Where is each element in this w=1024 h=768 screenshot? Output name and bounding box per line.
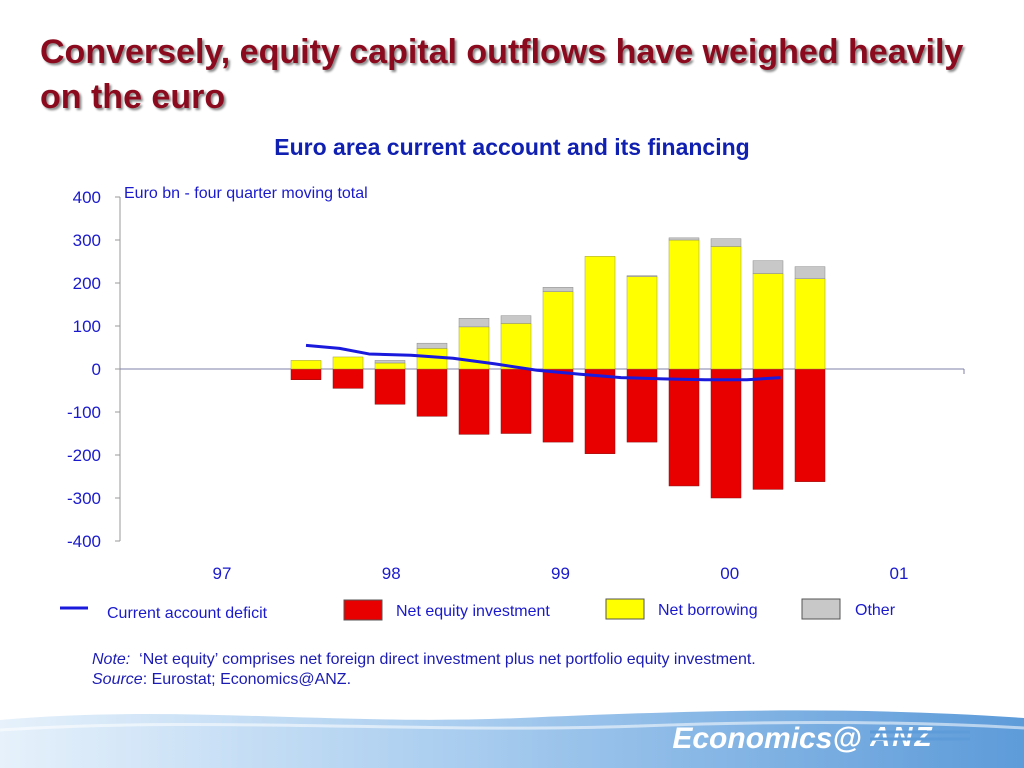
legend-swatch: [801, 598, 841, 620]
y-tick-label: 200: [73, 274, 101, 293]
bar-net-borrowing: [500, 323, 532, 370]
source-line: Source: Eurostat; Economics@ANZ.: [92, 670, 756, 690]
source-text: : Eurostat; Economics@ANZ.: [142, 671, 352, 688]
y-tick-label: -100: [67, 403, 101, 422]
y-tick-label: -200: [67, 446, 101, 465]
bar-net-borrowing: [794, 278, 826, 370]
legend-label: Net equity investment: [396, 603, 550, 620]
bars: [290, 237, 826, 499]
legend-label: Net borrowing: [658, 602, 758, 619]
chart-title: Euro area current account and its financ…: [274, 134, 750, 160]
note-text: ‘Net equity’ comprises net foreign direc…: [130, 651, 756, 668]
bar-other: [668, 237, 700, 241]
bar-net-equity-investment: [416, 368, 448, 417]
bar-other: [752, 260, 784, 274]
bar-net-borrowing: [332, 356, 364, 370]
bar-net-equity-investment: [752, 368, 784, 490]
bar-net-equity-investment: [332, 368, 364, 389]
bar-other: [458, 318, 490, 328]
brand-name: Economics@: [672, 722, 862, 755]
bar-other: [626, 275, 658, 277]
x-tick-label: 98: [382, 564, 401, 583]
line-current-account-deficit: [305, 343, 781, 382]
bar-net-borrowing: [626, 276, 658, 370]
note-label: Note:: [92, 651, 131, 668]
y-tick-label: -400: [67, 532, 101, 551]
bar-other: [416, 342, 448, 349]
footer-banner: [0, 710, 1024, 768]
banner-highlight: [0, 720, 1024, 732]
legend-item-net-borrowing: Net borrowing: [605, 598, 758, 620]
y-tick-label: 100: [73, 317, 101, 336]
y-tick-label: -300: [67, 489, 101, 508]
y-tick-label: 400: [73, 188, 101, 207]
svg-text:ANZ: ANZ: [870, 724, 934, 750]
legend: Current account deficit Net equity invest…: [60, 598, 896, 622]
bar-net-borrowing: [584, 256, 616, 370]
x-tick-label: 00: [720, 564, 739, 583]
axes: 400 300 200 100 0 -100 -200 -300 -400 97 98 99 00 01: [67, 188, 965, 583]
bar-net-borrowing: [668, 239, 700, 370]
bar-net-equity-investment: [626, 368, 658, 443]
legend-item-other: Other: [801, 598, 896, 620]
legend-item-current-account-deficit: Current account deficit: [60, 605, 268, 622]
bar-net-borrowing: [374, 362, 406, 370]
bar-other: [710, 238, 742, 247]
note-block: Note: ‘Net equity’ comprises net foreign…: [92, 650, 756, 690]
legend-label: Other: [855, 602, 896, 619]
chart: Euro bn - four quarter moving total 400 3…: [60, 185, 965, 622]
bar-net-equity-investment: [374, 368, 406, 405]
x-tick-label: 01: [890, 564, 909, 583]
bar-net-borrowing: [752, 273, 784, 370]
bar-other: [542, 287, 574, 292]
anz-logo: ANZ: [869, 721, 970, 752]
legend-item-net-equity-investment: Net equity investment: [343, 599, 550, 621]
bar-net-equity-investment: [290, 368, 322, 380]
y-axis-unit-label: Euro bn - four quarter moving total: [124, 185, 368, 202]
bar-net-equity-investment: [584, 368, 616, 454]
line-layer: [305, 343, 781, 382]
x-tick-label: 99: [551, 564, 570, 583]
legend-label: Current account deficit: [107, 605, 268, 622]
note-line: Note: ‘Net equity’ comprises net foreign…: [92, 650, 756, 670]
bar-net-borrowing: [290, 360, 322, 370]
legend-swatch: [605, 598, 645, 620]
brand-logo: Economics@ ANZ: [672, 721, 974, 756]
y-tick-label: 300: [73, 231, 101, 250]
bar-net-equity-investment: [710, 368, 742, 499]
bar-other: [500, 315, 532, 324]
bar-net-borrowing: [710, 246, 742, 370]
bar-net-equity-investment: [500, 368, 532, 434]
bar-net-equity-investment: [668, 368, 700, 487]
x-tick-label: 97: [213, 564, 232, 583]
bar-other: [794, 266, 826, 279]
bar-other: [374, 360, 406, 364]
bar-net-equity-investment: [542, 368, 574, 443]
legend-swatch: [343, 599, 383, 621]
y-tick-label: 0: [92, 360, 101, 379]
bar-net-equity-investment: [794, 368, 826, 482]
bar-net-equity-investment: [458, 368, 490, 435]
slide-title: Conversely, equity capital outflows have…: [40, 33, 964, 116]
source-label: Source: [92, 671, 143, 688]
bar-net-borrowing: [542, 291, 574, 370]
